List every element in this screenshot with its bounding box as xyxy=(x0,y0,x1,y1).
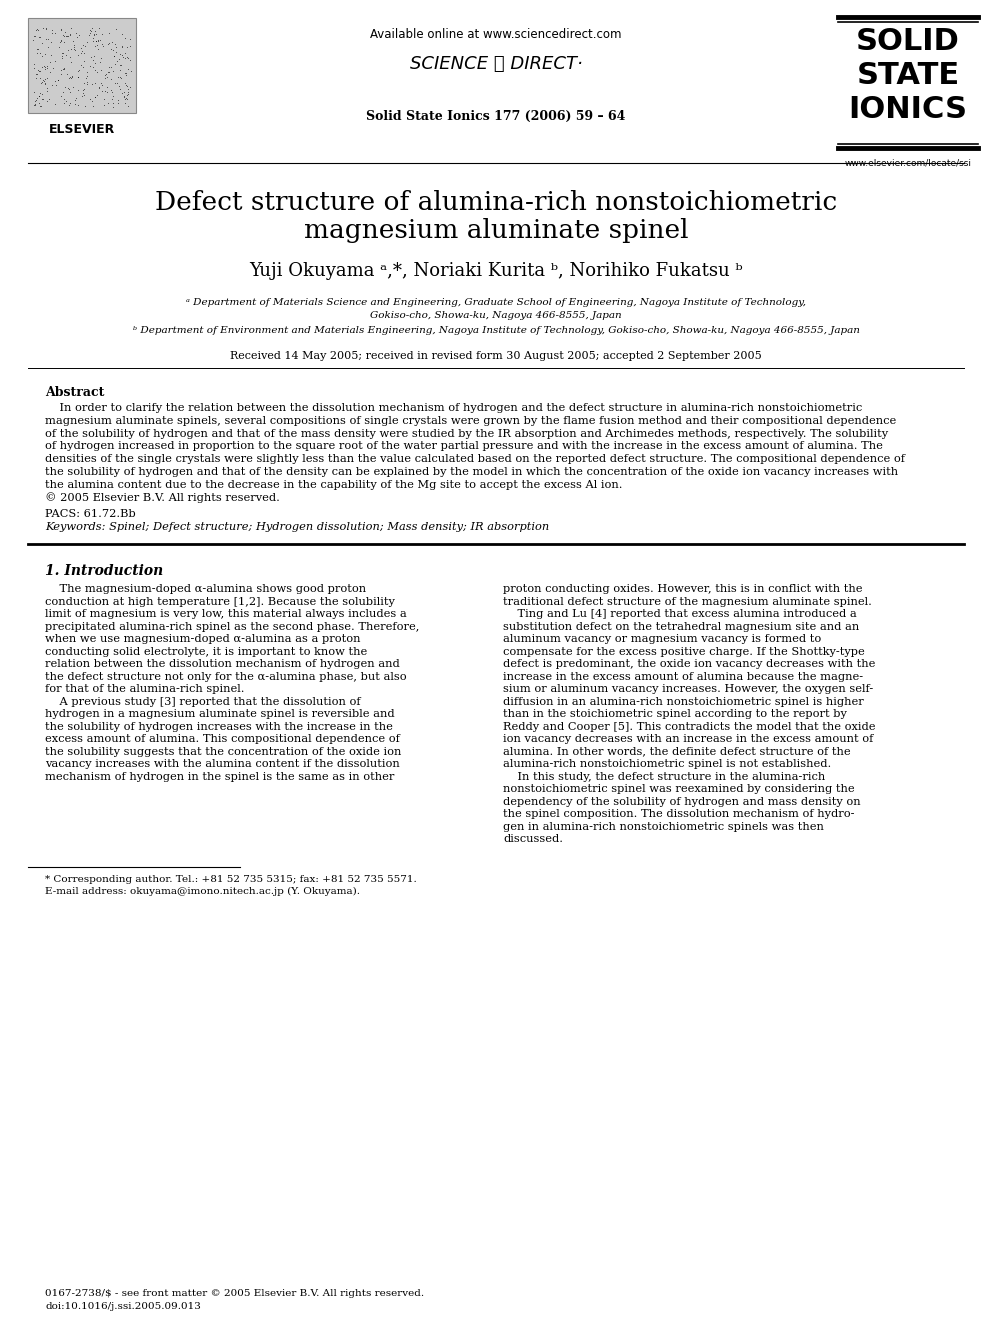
Text: alumina. In other words, the definite defect structure of the: alumina. In other words, the definite de… xyxy=(503,746,850,757)
Text: Yuji Okuyama ᵃ,*, Noriaki Kurita ᵇ, Norihiko Fukatsu ᵇ: Yuji Okuyama ᵃ,*, Noriaki Kurita ᵇ, Nori… xyxy=(249,262,743,280)
Text: aluminum vacancy or magnesium vacancy is formed to: aluminum vacancy or magnesium vacancy is… xyxy=(503,634,821,644)
Text: Ting and Lu [4] reported that excess alumina introduced a: Ting and Lu [4] reported that excess alu… xyxy=(503,609,857,619)
Text: the solubility of hydrogen increases with the increase in the: the solubility of hydrogen increases wit… xyxy=(45,722,393,732)
Text: the defect structure not only for the α-alumina phase, but also: the defect structure not only for the α-… xyxy=(45,672,407,681)
Bar xyxy=(838,15,978,149)
Text: In this study, the defect structure in the alumina-rich: In this study, the defect structure in t… xyxy=(503,771,825,782)
Text: PACS: 61.72.Bb: PACS: 61.72.Bb xyxy=(45,509,136,520)
Text: conduction at high temperature [1,2]. Because the solubility: conduction at high temperature [1,2]. Be… xyxy=(45,597,395,607)
Text: magnesium aluminate spinel: magnesium aluminate spinel xyxy=(304,218,688,243)
Text: the solubility of hydrogen and that of the density can be explained by the model: the solubility of hydrogen and that of t… xyxy=(45,467,898,478)
Text: © 2005 Elsevier B.V. All rights reserved.: © 2005 Elsevier B.V. All rights reserved… xyxy=(45,492,280,503)
Text: Abstract: Abstract xyxy=(45,386,104,400)
Text: the spinel composition. The dissolution mechanism of hydro-: the spinel composition. The dissolution … xyxy=(503,810,854,819)
Text: Available online at www.sciencedirect.com: Available online at www.sciencedirect.co… xyxy=(370,28,622,41)
Text: proton conducting oxides. However, this is in conflict with the: proton conducting oxides. However, this … xyxy=(503,585,862,594)
Text: limit of magnesium is very low, this material always includes a: limit of magnesium is very low, this mat… xyxy=(45,609,407,619)
Text: vacancy increases with the alumina content if the dissolution: vacancy increases with the alumina conte… xyxy=(45,759,400,769)
Text: In order to clarify the relation between the dissolution mechanism of hydrogen a: In order to clarify the relation between… xyxy=(45,404,862,413)
Text: substitution defect on the tetrahedral magnesium site and an: substitution defect on the tetrahedral m… xyxy=(503,622,859,631)
Text: compensate for the excess positive charge. If the Shottky-type: compensate for the excess positive charg… xyxy=(503,647,865,656)
Text: dependency of the solubility of hydrogen and mass density on: dependency of the solubility of hydrogen… xyxy=(503,796,861,807)
Text: Gokiso-cho, Showa-ku, Nagoya 466-8555, Japan: Gokiso-cho, Showa-ku, Nagoya 466-8555, J… xyxy=(370,311,622,320)
Text: STATE: STATE xyxy=(856,61,959,90)
Text: traditional defect structure of the magnesium aluminate spinel.: traditional defect structure of the magn… xyxy=(503,597,872,607)
Text: The magnesium-doped α-alumina shows good proton: The magnesium-doped α-alumina shows good… xyxy=(45,585,366,594)
Text: of the solubility of hydrogen and that of the mass density were studied by the I: of the solubility of hydrogen and that o… xyxy=(45,429,888,439)
Text: Received 14 May 2005; received in revised form 30 August 2005; accepted 2 Septem: Received 14 May 2005; received in revise… xyxy=(230,351,762,361)
Text: excess amount of alumina. This compositional dependence of: excess amount of alumina. This compositi… xyxy=(45,734,400,745)
Text: SOLID: SOLID xyxy=(856,26,960,56)
Text: SCIENCE ⓐ DIRECT·: SCIENCE ⓐ DIRECT· xyxy=(410,56,582,73)
Text: conducting solid electrolyte, it is important to know the: conducting solid electrolyte, it is impo… xyxy=(45,647,367,656)
Text: relation between the dissolution mechanism of hydrogen and: relation between the dissolution mechani… xyxy=(45,659,400,669)
Text: sium or aluminum vacancy increases. However, the oxygen self-: sium or aluminum vacancy increases. Howe… xyxy=(503,684,873,695)
Text: 0167-2738/$ - see front matter © 2005 Elsevier B.V. All rights reserved.: 0167-2738/$ - see front matter © 2005 El… xyxy=(45,1289,425,1298)
Text: Reddy and Cooper [5]. This contradicts the model that the oxide: Reddy and Cooper [5]. This contradicts t… xyxy=(503,722,876,732)
Text: discussed.: discussed. xyxy=(503,835,563,844)
Text: mechanism of hydrogen in the spinel is the same as in other: mechanism of hydrogen in the spinel is t… xyxy=(45,771,395,782)
Text: 1. Introduction: 1. Introduction xyxy=(45,564,164,578)
Text: defect is predominant, the oxide ion vacancy decreases with the: defect is predominant, the oxide ion vac… xyxy=(503,659,875,669)
Text: nonstoichiometric spinel was reexamined by considering the: nonstoichiometric spinel was reexamined … xyxy=(503,785,855,794)
Text: E-mail address: okuyama@imono.nitech.ac.jp (Y. Okuyama).: E-mail address: okuyama@imono.nitech.ac.… xyxy=(45,886,360,896)
Text: Defect structure of alumina-rich nonstoichiometric: Defect structure of alumina-rich nonstoi… xyxy=(155,191,837,216)
Text: www.elsevier.com/locate/ssi: www.elsevier.com/locate/ssi xyxy=(844,157,971,167)
Text: ᵇ Department of Environment and Materials Engineering, Nagoya Institute of Techn: ᵇ Department of Environment and Material… xyxy=(133,325,859,335)
Bar xyxy=(28,19,136,112)
Text: gen in alumina-rich nonstoichiometric spinels was then: gen in alumina-rich nonstoichiometric sp… xyxy=(503,822,824,832)
Text: for that of the alumina-rich spinel.: for that of the alumina-rich spinel. xyxy=(45,684,244,695)
Text: doi:10.1016/j.ssi.2005.09.013: doi:10.1016/j.ssi.2005.09.013 xyxy=(45,1302,200,1311)
Text: ELSEVIER: ELSEVIER xyxy=(49,123,115,136)
Text: when we use magnesium-doped α-alumina as a proton: when we use magnesium-doped α-alumina as… xyxy=(45,634,360,644)
Text: than in the stoichiometric spinel according to the report by: than in the stoichiometric spinel accord… xyxy=(503,709,847,720)
Text: A previous study [3] reported that the dissolution of: A previous study [3] reported that the d… xyxy=(45,697,361,706)
Text: magnesium aluminate spinels, several compositions of single crystals were grown : magnesium aluminate spinels, several com… xyxy=(45,415,896,426)
Text: ion vacancy decreases with an increase in the excess amount of: ion vacancy decreases with an increase i… xyxy=(503,734,873,745)
Text: the alumina content due to the decrease in the capability of the Mg site to acce: the alumina content due to the decrease … xyxy=(45,480,623,490)
Text: of hydrogen increased in proportion to the square root of the water partial pres: of hydrogen increased in proportion to t… xyxy=(45,442,883,451)
Text: densities of the single crystals were slightly less than the value calculated ba: densities of the single crystals were sl… xyxy=(45,454,905,464)
Text: ᵃ Department of Materials Science and Engineering, Graduate School of Engineerin: ᵃ Department of Materials Science and En… xyxy=(186,298,806,307)
Text: * Corresponding author. Tel.: +81 52 735 5315; fax: +81 52 735 5571.: * Corresponding author. Tel.: +81 52 735… xyxy=(45,875,417,884)
Text: increase in the excess amount of alumina because the magne-: increase in the excess amount of alumina… xyxy=(503,672,863,681)
Text: the solubility suggests that the concentration of the oxide ion: the solubility suggests that the concent… xyxy=(45,746,402,757)
Text: diffusion in an alumina-rich nonstoichiometric spinel is higher: diffusion in an alumina-rich nonstoichio… xyxy=(503,697,864,706)
Text: Keywords: Spinel; Defect structure; Hydrogen dissolution; Mass density; IR absor: Keywords: Spinel; Defect structure; Hydr… xyxy=(45,523,550,532)
Text: Solid State Ionics 177 (2006) 59 – 64: Solid State Ionics 177 (2006) 59 – 64 xyxy=(366,110,626,123)
Text: alumina-rich nonstoichiometric spinel is not established.: alumina-rich nonstoichiometric spinel is… xyxy=(503,759,831,769)
Text: precipitated alumina-rich spinel as the second phase. Therefore,: precipitated alumina-rich spinel as the … xyxy=(45,622,420,631)
Text: IONICS: IONICS xyxy=(848,95,967,124)
Text: hydrogen in a magnesium aluminate spinel is reversible and: hydrogen in a magnesium aluminate spinel… xyxy=(45,709,395,720)
